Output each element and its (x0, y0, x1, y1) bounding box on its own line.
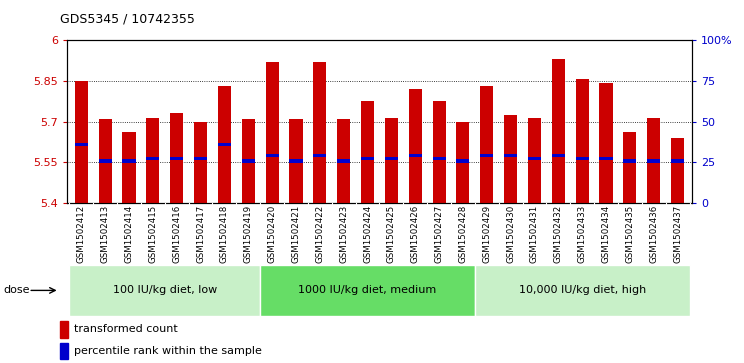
Bar (337, 159, 350, 163)
Text: GSM1502419: GSM1502419 (244, 205, 253, 263)
Bar (74, 143, 88, 146)
Text: GSM1502413: GSM1502413 (100, 205, 109, 263)
Bar (671, 159, 684, 163)
Bar (194, 122, 207, 203)
Text: GSM1502420: GSM1502420 (268, 205, 277, 263)
Bar (408, 154, 422, 157)
Text: percentile rank within the sample: percentile rank within the sample (74, 346, 263, 356)
Bar (98, 159, 112, 163)
Text: GSM1502421: GSM1502421 (292, 205, 301, 263)
Bar (647, 118, 661, 203)
Bar (361, 157, 374, 160)
Text: GSM1502433: GSM1502433 (577, 205, 587, 263)
Text: GSM1502415: GSM1502415 (148, 205, 157, 263)
Text: 10,000 IU/kg diet, high: 10,000 IU/kg diet, high (519, 285, 646, 295)
Bar (242, 119, 254, 203)
Bar (623, 132, 636, 203)
FancyBboxPatch shape (475, 265, 690, 316)
Bar (576, 157, 589, 160)
Bar (289, 159, 303, 163)
Text: GSM1502428: GSM1502428 (458, 205, 467, 263)
Bar (552, 154, 565, 157)
Text: GSM1502417: GSM1502417 (196, 205, 205, 263)
Text: GSM1502423: GSM1502423 (339, 205, 348, 263)
Text: GSM1502436: GSM1502436 (650, 205, 658, 263)
Bar (408, 89, 422, 203)
Text: GSM1502414: GSM1502414 (124, 205, 133, 263)
Bar (385, 118, 398, 203)
Bar (74, 81, 88, 203)
Bar (218, 86, 231, 203)
Text: GSM1502412: GSM1502412 (77, 205, 86, 263)
FancyBboxPatch shape (69, 265, 260, 316)
Text: GSM1502418: GSM1502418 (220, 205, 229, 263)
Bar (504, 115, 517, 203)
Text: GSM1502430: GSM1502430 (506, 205, 515, 263)
Text: GSM1502425: GSM1502425 (387, 205, 396, 263)
Text: GDS5345 / 10742355: GDS5345 / 10742355 (60, 13, 194, 26)
FancyBboxPatch shape (260, 265, 475, 316)
Bar (289, 119, 303, 203)
Bar (194, 157, 207, 160)
Bar (266, 154, 279, 157)
Bar (600, 157, 612, 160)
Text: GSM1502424: GSM1502424 (363, 205, 372, 263)
Bar (170, 157, 183, 160)
Bar (123, 159, 135, 163)
Bar (552, 59, 565, 203)
Text: GSM1502427: GSM1502427 (434, 205, 443, 263)
Text: GSM1502422: GSM1502422 (315, 205, 324, 263)
Text: GSM1502426: GSM1502426 (411, 205, 420, 263)
Bar (313, 62, 327, 203)
Text: GSM1502437: GSM1502437 (673, 205, 682, 263)
Bar (361, 101, 374, 203)
Text: 100 IU/kg diet, low: 100 IU/kg diet, low (112, 285, 217, 295)
Bar (671, 138, 684, 203)
Bar (528, 118, 541, 203)
Bar (98, 119, 112, 203)
Bar (504, 154, 517, 157)
Bar (456, 122, 469, 203)
Text: GSM1502431: GSM1502431 (530, 205, 539, 263)
Bar (147, 157, 159, 160)
Text: GSM1502432: GSM1502432 (554, 205, 563, 263)
Text: GSM1502429: GSM1502429 (482, 205, 491, 263)
Bar (218, 143, 231, 146)
Bar (432, 101, 446, 203)
Bar (266, 62, 279, 203)
Bar (385, 157, 398, 160)
Bar (242, 159, 254, 163)
Bar (600, 83, 612, 203)
Bar (432, 157, 446, 160)
Text: GSM1502435: GSM1502435 (626, 205, 635, 263)
Text: GSM1502416: GSM1502416 (172, 205, 182, 263)
Text: dose: dose (4, 285, 31, 295)
Bar (647, 159, 661, 163)
Bar (576, 79, 589, 203)
Bar (147, 118, 159, 203)
Bar (337, 119, 350, 203)
Text: GSM1502434: GSM1502434 (602, 205, 611, 263)
Text: 1000 IU/kg diet, medium: 1000 IU/kg diet, medium (298, 285, 437, 295)
Bar (623, 159, 636, 163)
Bar (123, 132, 135, 203)
Bar (313, 154, 327, 157)
Bar (456, 159, 469, 163)
Bar (170, 113, 183, 203)
Bar (480, 154, 493, 157)
Text: transformed count: transformed count (74, 325, 178, 334)
Bar (528, 157, 541, 160)
Bar (480, 86, 493, 203)
